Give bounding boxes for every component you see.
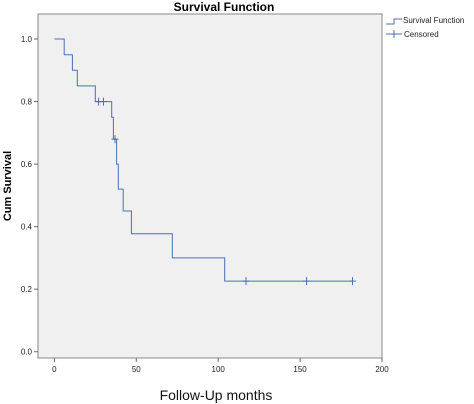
x-tick-label: 0 — [52, 365, 57, 374]
censored-mark — [303, 277, 311, 286]
x-tick-label: 50 — [132, 365, 141, 374]
y-tick-label: 0.0 — [21, 348, 33, 357]
censored-mark — [242, 277, 250, 286]
legend-survival-swatch — [386, 18, 402, 25]
x-tick-label: 200 — [375, 365, 389, 374]
y-tick-label: 1.0 — [21, 35, 33, 44]
x-axis: 0 50 100 150 200 — [52, 358, 389, 374]
y-axis-label: Cum Survival — [2, 151, 14, 221]
y-tick-label: 0.4 — [21, 223, 33, 232]
y-tick-label: 0.2 — [21, 285, 33, 294]
x-tick-label: 100 — [212, 365, 226, 374]
censored-mark — [349, 277, 356, 286]
plot-area — [37, 13, 383, 359]
x-axis-label: Follow-Up months — [160, 387, 273, 403]
legend-survival-label: Survival Function — [403, 16, 464, 25]
series-layer — [54, 38, 356, 286]
y-tick-label: 0.6 — [21, 160, 33, 169]
legend-censored-swatch — [386, 30, 402, 38]
censored-mark — [100, 97, 107, 106]
censored-mark — [111, 135, 119, 144]
y-axis: 0.0 0.2 0.4 0.6 0.8 1.0 — [21, 35, 38, 357]
y-tick-label: 0.8 — [21, 98, 33, 107]
x-tick-label: 150 — [293, 365, 307, 374]
legend-censored-label: Censored — [404, 30, 439, 39]
chart-title: Survival Function — [174, 0, 275, 14]
legend: Survival Function Censored — [386, 16, 464, 39]
